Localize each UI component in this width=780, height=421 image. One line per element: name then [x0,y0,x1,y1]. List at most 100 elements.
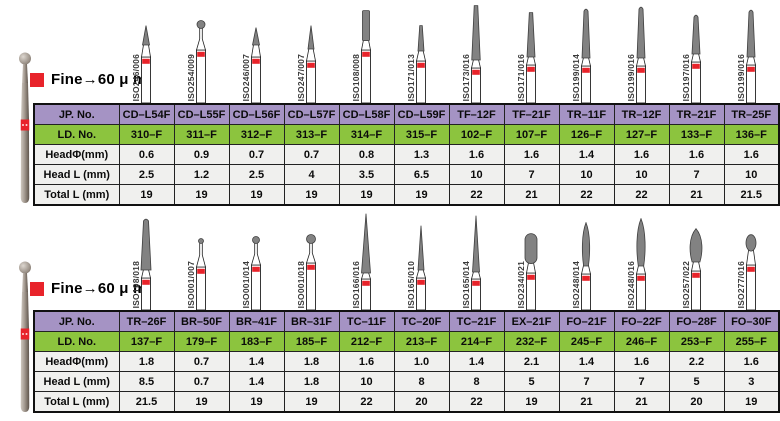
spec-table: JP. No. CD–L54F CD–L55F CD–L56F CD–L57F CD–L5… [33,103,780,206]
bur-photo [15,52,35,207]
bur-icon [415,225,426,310]
head_d-cell: 1.6 [668,144,725,165]
head_l-cell: 1.4 [228,371,285,392]
ld-cell: 102–F [448,124,505,145]
ld-cell: 314–F [338,124,395,145]
bur-icon [195,20,206,103]
jp-cell: TR–12F [613,103,670,125]
bur-column: ISO246/006 [118,0,173,103]
bur-column: ISO199/014 [558,0,613,103]
total_l-cell: 19 [393,184,450,206]
large-bur-photo-icon [19,52,31,203]
total_l-cell: 21 [668,184,725,206]
head_l-cell: 2.5 [118,164,175,185]
head_d-cell: 1.6 [613,351,670,372]
ld-cell: 214–F [448,331,505,352]
table-row-ld: LD. No. 137–F 179–F 183–F 185–F 212–F 213–F 214… [33,331,780,352]
row-header-total_l: Total L (mm) [33,184,120,206]
ld-cell: 255–F [723,331,780,352]
head_l-cell: 2.5 [228,164,285,185]
head_l-cell: 5 [668,371,725,392]
bur-column: ISO246/007 [228,0,283,103]
head_l-cell: 4 [283,164,340,185]
bur-column: ISO001/007 [173,209,228,310]
bur-column: ISO277/016 [723,209,778,310]
head_l-cell: 3 [723,371,780,392]
jp-cell: TC–11F [338,310,395,332]
total_l-cell: 22 [448,184,505,206]
head_d-cell: 1.4 [228,351,285,372]
jp-cell: TR–26F [118,310,175,332]
row-header-head_d: HeadΦ(mm) [33,351,120,372]
total_l-cell: 19 [283,184,340,206]
row-header-head_l: Head L (mm) [33,164,120,185]
table-row-total_l: Total L (mm) 19 19 19 19 19 19 22 21 22 22 21 21.5 [33,184,780,206]
total_l-cell: 19 [228,391,285,413]
ld-cell: 245–F [558,331,615,352]
bur-column: ISO198/018 [118,209,173,310]
bur-column: ISO173/016 [448,0,503,103]
head_d-cell: 2.1 [503,351,560,372]
jp-cell: CD–L59F [393,103,450,125]
bur-column: ISO257/022 [668,209,723,310]
total_l-cell: 20 [393,391,450,413]
bur-icon [305,234,316,310]
ld-cell: 253–F [668,331,725,352]
jp-cell: EX–21F [503,310,560,332]
ld-cell: 310–F [118,124,175,145]
head_d-cell: 1.8 [118,351,175,372]
bur-column: ISO199/016 [613,0,668,103]
head_l-cell: 8 [448,371,505,392]
ld-cell: 232–F [503,331,560,352]
head_d-cell: 2.2 [668,351,725,372]
head_d-cell: 1.6 [338,351,395,372]
table-row-jp: JP. No. TR–26F BR–50F BR–41F BR–31F TC–11F TC–… [33,310,780,332]
bur-column: ISO001/018 [283,209,338,310]
bur-icon [690,14,701,103]
total_l-cell: 21.5 [723,184,780,206]
bur-icon [470,5,481,103]
jp-cell: TR–25F [723,103,780,125]
table-row-jp: JP. No. CD–L54F CD–L55F CD–L56F CD–L57F CD–L5… [33,103,780,125]
head_d-cell: 1.6 [503,144,560,165]
head_l-cell: 7 [668,164,725,185]
head_d-cell: 1.4 [558,144,615,165]
bur-row: ISO198/018 ISO001/007 ISO001/014 ISO001/018… [118,209,778,310]
jp-cell: BR–41F [228,310,285,332]
total_l-cell: 22 [338,391,395,413]
head_d-cell: 1.0 [393,351,450,372]
ld-cell: 126–F [558,124,615,145]
red-square-icon [30,72,44,87]
jp-cell: FO–21F [558,310,615,332]
bur-icon [580,222,591,310]
ld-cell: 313–F [283,124,340,145]
total_l-cell: 19 [338,184,395,206]
ld-cell: 213–F [393,331,450,352]
head_d-cell: 0.6 [118,144,175,165]
bur-icon [360,10,371,103]
row-header-ld: LD. No. [33,331,120,352]
table-row-ld: LD. No. 310–F 311–F 312–F 313–F 314–F 315–F 102… [33,124,780,145]
total_l-cell: 19 [228,184,285,206]
head_d-cell: 1.6 [723,351,780,372]
bur-icon [745,9,756,103]
bur-row: ISO246/006 ISO254/009 ISO246/007 ISO247/007… [118,0,778,103]
head_l-cell: 10 [613,164,670,185]
head_l-cell: 10 [338,371,395,392]
bur-icon [525,12,536,103]
large-bur-photo-icon [19,261,31,412]
ld-cell: 246–F [613,331,670,352]
row-header-jp: JP. No. [33,310,120,332]
bur-photo [15,261,35,416]
bur-column: ISO166/016 [338,209,393,310]
total_l-cell: 19 [118,184,175,206]
jp-cell: FO–28F [668,310,725,332]
head_d-cell: 0.9 [173,144,230,165]
head_d-cell: 0.7 [283,144,340,165]
jp-cell: CD–L55F [173,103,230,125]
jp-cell: TC–20F [393,310,450,332]
ld-cell: 127–F [613,124,670,145]
bur-column: ISO001/014 [228,209,283,310]
head_l-cell: 8 [393,371,450,392]
